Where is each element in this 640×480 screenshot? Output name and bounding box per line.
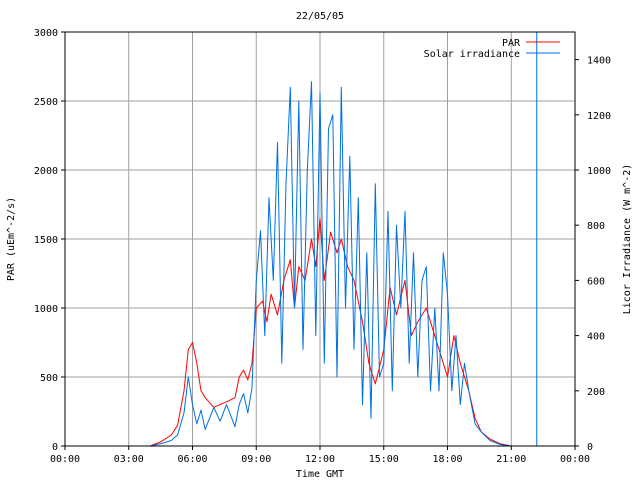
- solar-irradiance-series: [65, 81, 575, 447]
- x-tick-label: 06:00: [177, 454, 207, 465]
- right-tick-label: 0: [587, 442, 593, 453]
- left-tick-label: 2000: [34, 166, 58, 177]
- par-line: [65, 217, 575, 447]
- x-tick-label: 12:00: [305, 454, 335, 465]
- x-tick-label: 00:00: [50, 454, 80, 465]
- right-tick-label: 1000: [587, 166, 611, 177]
- x-tick-label: 18:00: [432, 454, 462, 465]
- x-tick-label: 09:00: [241, 454, 271, 465]
- right-tick-label: 400: [587, 332, 605, 343]
- right-tick-label: 1400: [587, 56, 611, 67]
- right-tick-label: 200: [587, 387, 605, 398]
- x-axis-label: Time GMT: [296, 469, 344, 480]
- solar-irradiance-line: [65, 81, 575, 447]
- x-tick-label: 21:00: [496, 454, 526, 465]
- right-tick-label: 800: [587, 221, 605, 232]
- left-tick-label: 1500: [34, 235, 58, 246]
- left-y-axis-ticks: 0 500 1000 1500 2000 2500 3000: [34, 28, 65, 453]
- legend-label-solar: Solar irradiance: [424, 49, 520, 60]
- left-tick-label: 3000: [34, 28, 58, 39]
- right-tick-label: 600: [587, 276, 605, 287]
- legend-label-par: PAR: [502, 38, 521, 49]
- left-tick-label: 1000: [34, 304, 58, 315]
- legend: PAR Solar irradiance: [424, 38, 560, 60]
- right-tick-label: 1200: [587, 111, 611, 122]
- chart-title: 22/05/05: [296, 11, 344, 22]
- right-y-axis-label: Licor Irradiance (W m^-2): [622, 164, 633, 315]
- left-tick-label: 2500: [34, 97, 58, 108]
- left-y-axis-label: PAR (uEm^-2/s): [6, 197, 17, 281]
- left-tick-label: 0: [52, 442, 58, 453]
- right-y-axis-ticks: 0 200 400 600 800 1000 1200 1400: [575, 56, 611, 453]
- left-tick-label: 500: [40, 373, 58, 384]
- x-tick-label: 15:00: [369, 454, 399, 465]
- par-series: [65, 217, 575, 447]
- x-axis-ticks: 00:00 03:00 06:00 09:00 12:00 15:00 18:00 21:00…: [50, 446, 590, 465]
- x-tick-label: 03:00: [114, 454, 144, 465]
- x-tick-label: 00:00: [560, 454, 590, 465]
